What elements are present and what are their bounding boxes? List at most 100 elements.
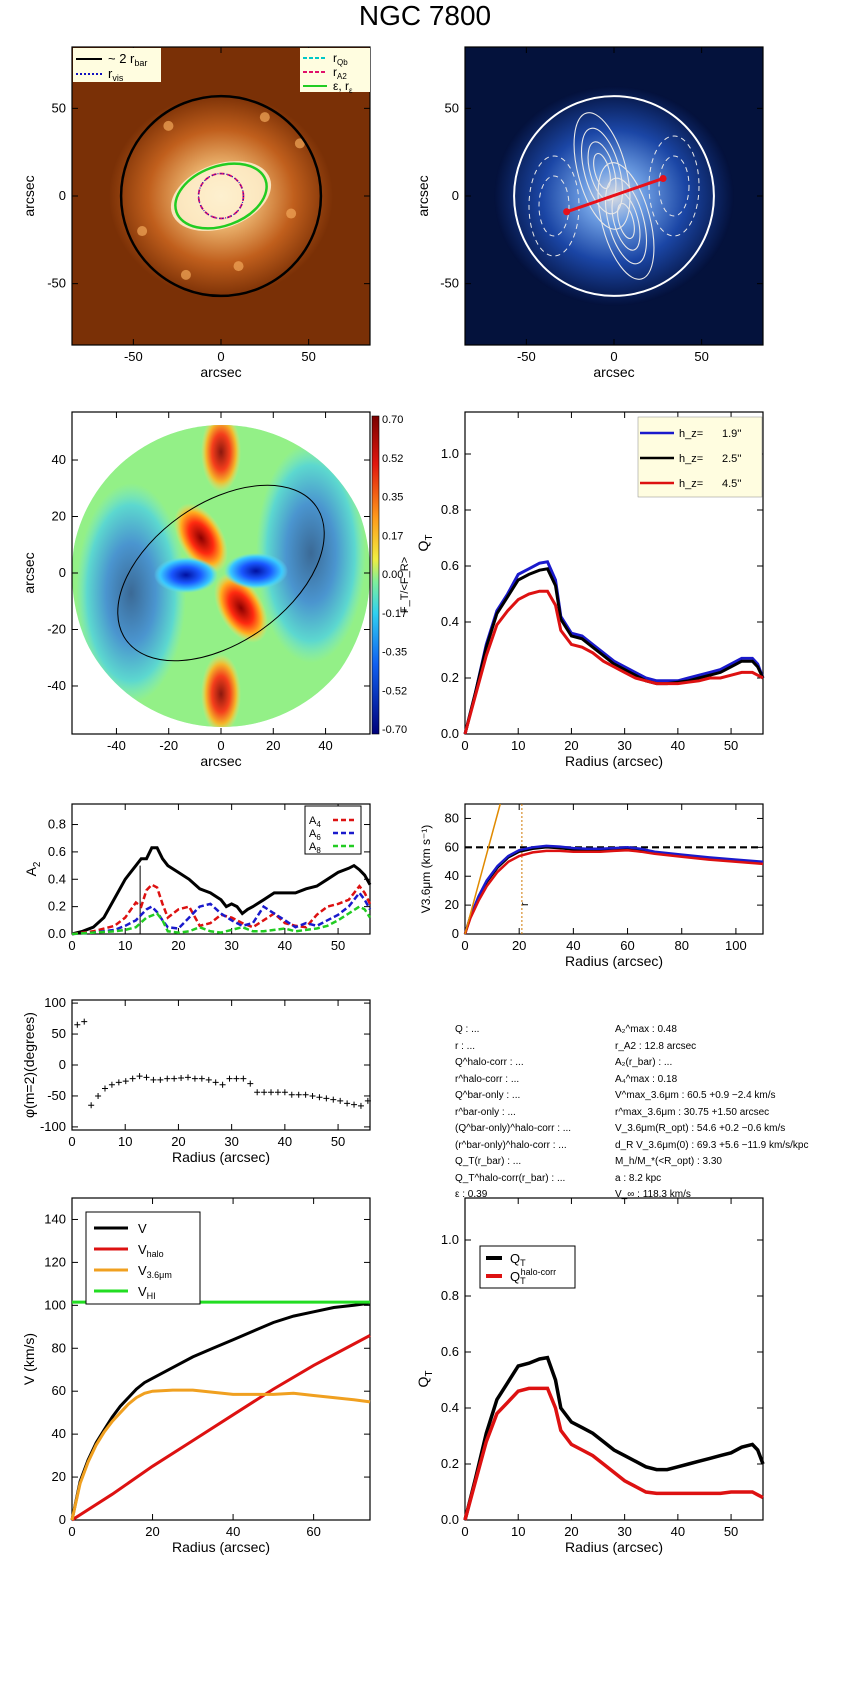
y-tick-label: 40 — [445, 868, 459, 883]
amplitude-series — [71, 846, 372, 936]
legend-label: QT — [510, 1251, 526, 1268]
stat-line: r_A2 : 12.8 arcsec — [615, 1040, 697, 1052]
plot-frame — [71, 999, 371, 1131]
phase-point — [274, 1089, 281, 1096]
y-tick-label: 60 — [445, 839, 459, 854]
x-axis-label: Radius (arcsec) — [565, 1539, 663, 1555]
negative-lobe — [224, 553, 288, 589]
stat-line: (r^bar-only)^halo-corr : ... — [455, 1139, 567, 1151]
bar-major-axis — [566, 177, 664, 214]
phase-point — [247, 1080, 254, 1087]
phase-point — [171, 1075, 178, 1082]
x-tick-label: 20 — [266, 738, 280, 753]
stat-line: r^bar-only : ... — [455, 1106, 516, 1118]
positive-lobe — [201, 654, 241, 727]
x-tick-label: 10 — [511, 738, 525, 753]
star-forming-knot — [294, 138, 305, 149]
x-tick-label: 20 — [512, 938, 526, 953]
phase-point — [268, 1089, 275, 1096]
stat-line: Q^bar-only : ... — [455, 1090, 521, 1101]
force-contour — [604, 177, 648, 265]
y-tick-label: 20 — [52, 509, 66, 524]
legend-label: h_z= — [679, 428, 703, 440]
x-tick-label: 0 — [217, 349, 224, 364]
galaxy-bar-core — [170, 161, 272, 231]
x-tick-label: 50 — [301, 349, 315, 364]
velocity-series — [70, 1388, 371, 1521]
x-tick-label: 40 — [318, 738, 332, 753]
x-tick-label: -40 — [107, 738, 126, 753]
phase-point — [226, 1075, 233, 1082]
phase-point — [323, 1095, 330, 1102]
stat-line: V^max_3.6μm : 60.5 +0.9 −2.4 km/s — [615, 1090, 776, 1101]
x-tick-label: 0 — [461, 1524, 468, 1539]
y-tick-label: 0 — [59, 565, 66, 580]
y-tick-label: 0 — [452, 188, 459, 203]
phase-point — [178, 1075, 185, 1081]
y-axis-label: A2 — [23, 862, 43, 877]
legend-label: h_z= — [679, 453, 703, 465]
y-tick-label: 0.4 — [441, 614, 459, 629]
phase-point — [254, 1089, 261, 1096]
x-tick-label: 60 — [306, 1524, 320, 1539]
x-tick-label: 20 — [564, 1524, 578, 1539]
x-tick-label: -50 — [124, 349, 143, 364]
y-tick-label: 60 — [52, 1383, 66, 1398]
phase-point — [143, 1074, 150, 1081]
stat-line: d_R V_3.6μm(0) : 69.3 +5.6 −11.9 km/s/kp… — [615, 1139, 809, 1151]
x-tick-label: 20 — [171, 938, 185, 953]
legend-label: ~ 2 rbar — [108, 51, 147, 68]
x-tick-label: 0 — [461, 738, 468, 753]
axes-rotation-decomposition: 0 20 40 60 0 20 40 60 80 100 120 140 Radius (arcsec)… — [21, 1197, 371, 1555]
negative-lobe — [256, 443, 366, 663]
y-tick-label: 0.8 — [48, 817, 66, 832]
plot-frame — [71, 1197, 371, 1521]
colorbar-tick-label: 0.17 — [382, 530, 403, 542]
y-tick-label: 1.0 — [441, 1232, 459, 1247]
stat-line: r : ... — [455, 1040, 475, 1052]
qt-series-line — [463, 560, 765, 735]
legend-label: VHI — [138, 1284, 156, 1301]
y-axis-label: V (km/s) — [21, 1333, 37, 1385]
x-tick-label: 20 — [564, 738, 578, 753]
ellipticity-ellipse — [174, 162, 268, 230]
legend-label: V — [138, 1221, 147, 1236]
phase-point — [351, 1101, 358, 1108]
x-tick-label: 50 — [331, 1134, 345, 1149]
star-forming-knot — [180, 269, 191, 280]
negative-lobe — [76, 483, 186, 703]
positive-lobe — [214, 573, 268, 643]
y-tick-label: 0.2 — [48, 899, 66, 914]
y-tick-label: 50 — [52, 1026, 66, 1041]
phase-point — [198, 1075, 205, 1082]
y-tick-label: 50 — [52, 100, 66, 115]
y-axis-label: QT — [415, 535, 435, 552]
y-tick-label: 0.6 — [441, 558, 459, 573]
phase-point — [164, 1075, 171, 1082]
phase-point — [219, 1081, 226, 1088]
phase-point — [129, 1075, 136, 1082]
x-tick-label: -20 — [159, 738, 178, 753]
y-tick-label: 100 — [44, 1297, 66, 1312]
phase-point — [88, 1102, 95, 1109]
x-tick-label: 40 — [278, 1134, 292, 1149]
y-tick-label: 0.0 — [441, 1512, 459, 1527]
stats-panel: Q : ... r : ... Q^halo-corr : ... r^halo-co… — [455, 1022, 835, 1212]
phase-point — [309, 1092, 316, 1099]
phase-point — [212, 1079, 219, 1086]
legend-label: V3.6μm — [138, 1263, 172, 1280]
x-tick-label: 30 — [617, 1524, 631, 1539]
x-tick-label: 0 — [68, 1134, 75, 1149]
phase-point — [136, 1073, 143, 1080]
force-contour — [573, 112, 631, 230]
phase-point — [295, 1091, 302, 1098]
axes-phase-profile: 0 10 20 30 40 50 100 50 0 -50 -100 Radius (arcsec) φ… — [21, 995, 371, 1165]
colorbar-tick-label: 0.70 — [382, 414, 403, 426]
legend-label: Vhalo — [138, 1242, 164, 1259]
colorbar-tick-label: -0.70 — [382, 724, 407, 736]
x-tick-label: 10 — [118, 938, 132, 953]
y-tick-label: 0.6 — [441, 1344, 459, 1359]
x-tick-label: 10 — [118, 1134, 132, 1149]
colorbar-tick-label: -0.35 — [382, 647, 407, 659]
